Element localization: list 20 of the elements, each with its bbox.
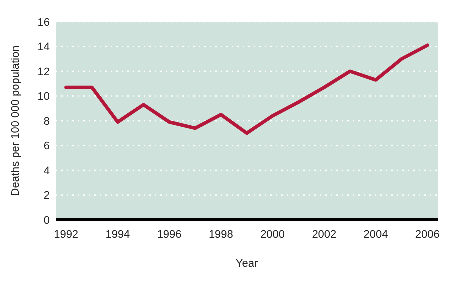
y-tick-label: 2 xyxy=(44,190,50,202)
x-tick-label: 1998 xyxy=(208,229,234,241)
x-axis-title: Year xyxy=(236,258,258,270)
y-tick-label: 12 xyxy=(38,66,50,78)
x-tick-label: 1996 xyxy=(157,229,182,241)
y-tick-label: 14 xyxy=(38,42,50,54)
x-tick-label: 2004 xyxy=(364,229,388,241)
x-tick-label: 2000 xyxy=(260,229,286,241)
x-tick-label: 1992 xyxy=(54,229,79,241)
y-tick-label: 8 xyxy=(44,116,50,128)
x-tick-label: 1994 xyxy=(106,229,130,241)
y-tick-label: 10 xyxy=(38,91,50,104)
x-tick-label: 2002 xyxy=(312,229,337,241)
x-tick-label: 2006 xyxy=(415,229,440,241)
y-tick-label: 6 xyxy=(44,140,50,153)
y-tick-label: 16 xyxy=(38,16,50,29)
y-tick-label: 4 xyxy=(44,165,50,178)
y-axis-title: Deaths per 100 000 population xyxy=(10,46,22,196)
line-series xyxy=(64,44,430,136)
y-tick-label: 0 xyxy=(44,214,50,227)
